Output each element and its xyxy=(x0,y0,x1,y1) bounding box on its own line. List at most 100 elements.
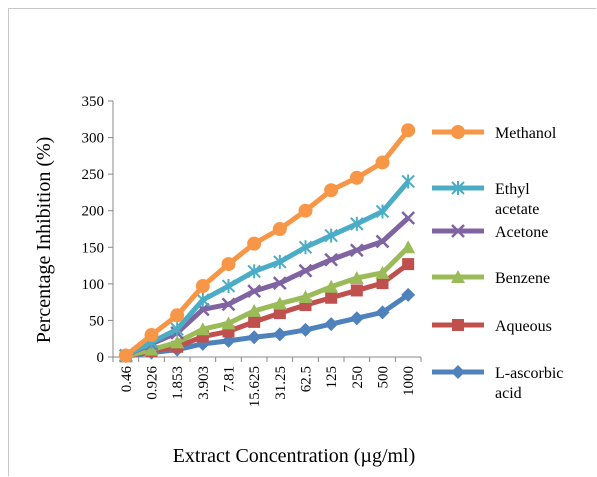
y-axis-title: Percentage Inhibition (%) xyxy=(33,137,55,344)
legend-label: acid xyxy=(495,385,522,402)
data-point-aqueous xyxy=(376,277,389,290)
series-line-methanol xyxy=(124,128,411,358)
data-point-methanol xyxy=(324,183,339,198)
legend-label: Methanol xyxy=(495,125,557,142)
data-point-methanol xyxy=(272,222,287,236)
legend-label: L-ascorbic xyxy=(495,365,563,382)
legend-swatch-marker xyxy=(452,319,464,331)
data-point-acetone xyxy=(298,263,313,278)
data-point-methanol xyxy=(144,328,159,343)
x-ticks: 0.46 0.926 1.853 3.903 7.81 15.625 31.25 62.5 12… xyxy=(112,357,422,407)
x-tick-label: 250 xyxy=(350,366,366,389)
data-point-ethyl-acetate xyxy=(170,322,184,337)
legend-item-aqueous: Aqueous xyxy=(432,318,552,335)
data-point-benzene xyxy=(324,279,339,293)
data-point-ethyl-acetate xyxy=(273,254,287,269)
data-point-l-ascorbic-acid xyxy=(349,311,364,326)
y-tick-label: 150 xyxy=(82,240,105,256)
data-point-methanol xyxy=(221,257,236,272)
data-point-methanol xyxy=(170,308,185,323)
data-point-aqueous xyxy=(350,284,363,297)
data-point-benzene xyxy=(195,322,210,336)
legend-label: Benzene xyxy=(495,270,550,287)
y-tick-label: 100 xyxy=(82,277,105,293)
legend-item-methanol: Methanol xyxy=(432,125,557,142)
data-point-ethyl-acetate xyxy=(350,216,364,231)
chart-frame xyxy=(8,8,596,476)
x-tick-label: 7.81 xyxy=(222,366,238,392)
data-point-methanol xyxy=(118,348,133,363)
data-point-methanol xyxy=(247,236,262,251)
legend-label: Acetone xyxy=(495,224,548,241)
legend-swatch-marker xyxy=(451,365,465,379)
legend-swatch-marker xyxy=(451,181,465,195)
x-tick-label: 1.853 xyxy=(170,366,186,400)
y-tick-label: 300 xyxy=(82,131,105,147)
data-point-acetone xyxy=(247,284,262,299)
x-tick-label: 500 xyxy=(376,366,392,389)
x-tick-label: 125 xyxy=(324,366,340,389)
data-point-benzene xyxy=(272,296,287,310)
data-point-aqueous xyxy=(273,307,286,320)
x-axis-title: Extract Concentration (µg/ml) xyxy=(173,445,416,467)
x-tick-label: 0.926 xyxy=(145,366,161,400)
x-tick-label: 1000 xyxy=(401,366,417,396)
data-point-ethyl-acetate xyxy=(196,292,210,307)
data-point-ethyl-acetate xyxy=(401,174,415,189)
data-point-acetone xyxy=(349,243,364,258)
y-ticks: 0 50 100 150 200 250 300 350 xyxy=(82,94,113,366)
data-point-ethyl-acetate xyxy=(375,204,390,219)
data-point-ethyl-acetate xyxy=(221,279,236,294)
x-tick-label: 15.625 xyxy=(247,366,263,407)
data-point-acetone xyxy=(221,297,236,312)
x-tick-label: 0.46 xyxy=(119,366,135,393)
data-point-methanol xyxy=(349,170,364,185)
data-point-aqueous xyxy=(402,258,415,271)
legend: Methanol Ethyl acetate Acetone Benzene Aqueou… xyxy=(432,125,563,402)
data-point-ethyl-acetate xyxy=(247,264,261,279)
x-tick-label: 62.5 xyxy=(299,366,315,392)
legend-item-benzene: Benzene xyxy=(432,270,550,287)
data-point-methanol xyxy=(401,123,416,138)
data-point-l-ascorbic-acid xyxy=(375,305,390,320)
series-line-benzene xyxy=(125,245,410,359)
data-point-l-ascorbic-acid xyxy=(221,333,236,348)
legend-item-l-ascorbic-acid: L-ascorbic acid xyxy=(432,365,563,402)
data-point-methanol xyxy=(195,279,210,294)
data-point-aqueous xyxy=(248,315,261,328)
data-point-benzene xyxy=(349,271,364,285)
legend-swatch-marker xyxy=(451,270,465,283)
data-point-l-ascorbic-acid xyxy=(247,330,262,345)
y-tick-label: 250 xyxy=(82,167,105,183)
data-point-benzene xyxy=(298,290,313,304)
data-point-acetone xyxy=(324,252,339,267)
data-point-ethyl-acetate xyxy=(298,240,313,255)
series-methanol xyxy=(118,123,416,363)
legend-label: Aqueous xyxy=(495,318,552,335)
y-tick-label: 350 xyxy=(82,94,105,110)
data-point-benzene xyxy=(401,240,416,254)
y-tick-label: 200 xyxy=(82,204,105,220)
data-point-benzene xyxy=(247,303,262,317)
y-tick-label: 50 xyxy=(89,313,104,329)
data-point-acetone xyxy=(272,276,287,291)
x-tick-label: 31.25 xyxy=(273,366,289,400)
data-point-l-ascorbic-acid xyxy=(272,327,287,342)
legend-label: acetate xyxy=(495,201,539,218)
data-point-acetone xyxy=(375,234,390,249)
series-layer xyxy=(118,123,416,364)
data-point-benzene xyxy=(221,316,236,330)
legend-item-ethyl-acetate: Ethyl acetate xyxy=(432,181,539,218)
data-point-l-ascorbic-acid xyxy=(401,287,416,302)
legend-item-acetone: Acetone xyxy=(432,224,548,241)
data-point-benzene xyxy=(375,265,390,279)
data-point-methanol xyxy=(375,155,390,170)
data-point-benzene xyxy=(170,335,185,349)
data-point-l-ascorbic-acid xyxy=(324,317,339,332)
legend-label: Ethyl xyxy=(495,181,530,198)
data-point-acetone xyxy=(401,211,416,225)
legend-swatch-marker xyxy=(451,125,465,139)
data-point-methanol xyxy=(298,203,313,218)
data-point-ethyl-acetate xyxy=(324,228,338,243)
